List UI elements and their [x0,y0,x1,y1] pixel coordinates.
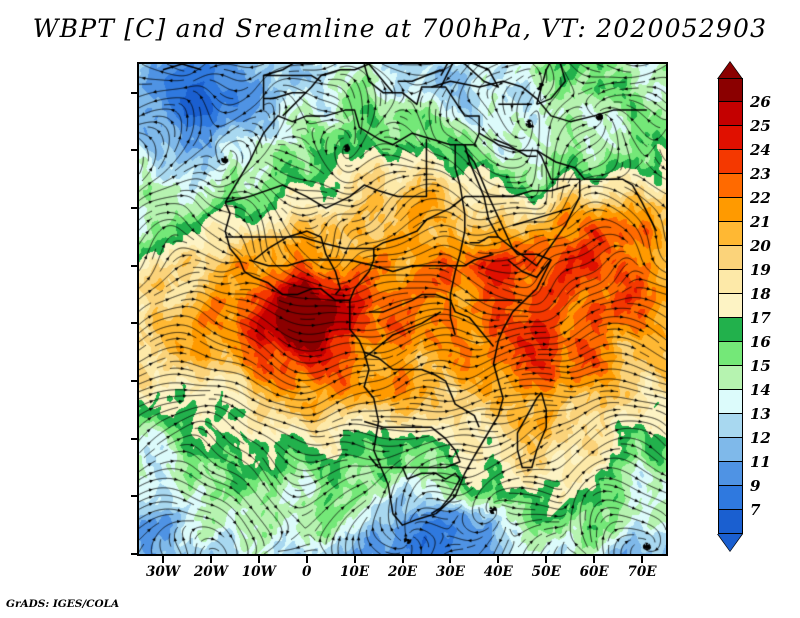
grads-credit: GrADS: IGES/COLA [6,598,120,610]
colorbar-band [718,342,743,366]
colorbar-tick-label: 20 [750,237,771,255]
x-axis-tick-mark [401,556,404,563]
colorbar-tick-label: 26 [750,93,771,111]
x-axis-tick-label: 40E [483,564,513,580]
y-axis-tick-mark [131,380,138,383]
colorbar-tick-label: 13 [750,405,771,423]
colorbar-band [718,462,743,486]
x-axis-tick-label: 0 [301,564,312,580]
colorbar [718,78,743,534]
x-axis-tick-label: 20E [387,564,418,580]
x-axis-tick-mark [449,556,452,563]
y-axis-tick-mark [131,495,138,498]
x-axis-tick-mark [641,556,644,563]
colorbar-band [718,126,743,150]
colorbar-tick-label: 24 [750,141,771,159]
colorbar-band [718,438,743,462]
colorbar-tick-label: 14 [750,381,771,399]
country-borders-overlay [139,64,666,554]
colorbar-arrow-top [718,62,742,79]
x-axis-tick-mark [257,556,260,563]
colorbar-band [718,366,743,390]
colorbar-band [718,318,743,342]
colorbar-tick-label: 11 [750,453,771,471]
x-axis-tick-label: 10E [340,564,370,580]
colorbar-tick-label: 25 [750,117,771,135]
colorbar-tick-label: 22 [750,189,771,207]
colorbar-band [718,414,743,438]
colorbar-tick-label: 7 [750,501,761,519]
x-axis-tick-label: 30W [145,564,180,580]
y-axis-tick-mark [131,149,138,152]
y-axis-tick-mark [131,553,138,555]
colorbar-band [718,198,743,222]
colorbar-band [718,270,743,294]
x-axis-tick-mark [161,556,164,563]
colorbar-band [718,150,743,174]
x-axis-tick-mark [545,556,548,563]
colorbar-tick-label: 15 [750,357,771,375]
y-axis-tick-mark [131,207,138,210]
x-axis-tick-label: 60E [579,564,609,580]
colorbar-tick-label: 9 [750,477,761,495]
y-axis-tick-mark [131,91,138,94]
colorbar-tick-label: 23 [750,165,771,183]
colorbar-band [718,174,743,198]
x-axis-tick-mark [305,556,308,563]
colorbar-band [718,294,743,318]
x-axis-tick-mark [593,556,596,563]
colorbar-tick-label: 19 [750,261,771,279]
colorbar-band [718,510,743,534]
x-axis-tick-label: 70E [627,564,657,580]
x-axis-tick-label: 10W [241,564,276,580]
colorbar-tick-label: 21 [750,213,771,231]
x-axis-tick-label: 20W [193,564,228,580]
colorbar-band [718,246,743,270]
x-axis-tick-label: 30E [435,564,465,580]
colorbar-arrow-bottom [718,534,742,551]
colorbar-band [718,486,743,510]
x-axis-tick-mark [209,556,212,563]
page-title: WBPT [C] and Sreamline at 700hPa, VT: 20… [32,14,768,43]
colorbar-tick-label: 18 [750,285,771,303]
colorbar-band [718,222,743,246]
x-axis-tick-label: 50E [531,564,561,580]
colorbar-tick-label: 12 [750,429,771,447]
y-axis-tick-mark [131,437,138,440]
colorbar-tick-label: 16 [750,333,771,351]
map-plot-area [137,62,668,556]
colorbar-band [718,78,743,102]
x-axis-tick-mark [353,556,356,563]
colorbar-band [718,102,743,126]
colorbar-band [718,390,743,414]
x-axis-tick-mark [497,556,500,563]
y-axis-tick-mark [131,322,138,325]
colorbar-tick-label: 17 [750,309,771,327]
y-axis-tick-mark [131,264,138,267]
